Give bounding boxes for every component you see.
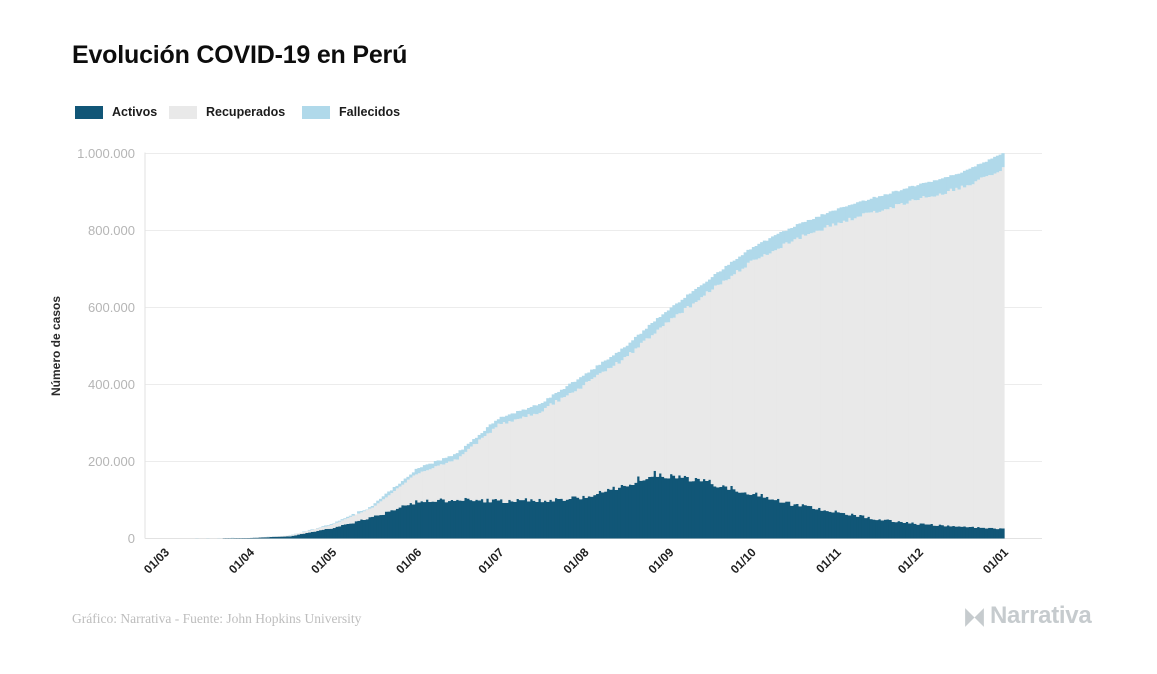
- legend-label-recuperados: Recuperados: [206, 105, 286, 119]
- legend-swatch-recuperados: [169, 105, 197, 119]
- svg-text:01/10: 01/10: [728, 545, 759, 576]
- svg-text:0: 0: [128, 531, 135, 546]
- legend-swatch-activos: [75, 105, 103, 119]
- narrativa-logo-icon: [965, 607, 984, 627]
- svg-text:01/01: 01/01: [980, 545, 1011, 576]
- x-tick-labels: 01/03 01/04 01/05 01/06 01/07 01/08 01/09 01/10…: [141, 545, 1011, 576]
- legend-item-fallecidos: Fallecidos: [302, 105, 400, 119]
- svg-text:400.000: 400.000: [88, 377, 135, 392]
- area-fallecidos: [195, 153, 1005, 539]
- y-axis-title: Número de casos: [49, 296, 63, 396]
- svg-text:01/11: 01/11: [813, 545, 844, 576]
- legend-item-activos: Activos: [75, 105, 157, 119]
- svg-text:01/07: 01/07: [475, 545, 506, 576]
- svg-text:800.000: 800.000: [88, 223, 135, 238]
- legend-label-activos: Activos: [112, 105, 158, 119]
- legend-label-fallecidos: Fallecidos: [339, 105, 401, 119]
- svg-text:01/09: 01/09: [645, 545, 676, 576]
- svg-text:600.000: 600.000: [88, 300, 135, 315]
- svg-text:1.000.000: 1.000.000: [77, 146, 135, 161]
- svg-text:200.000: 200.000: [88, 454, 135, 469]
- svg-text:01/12: 01/12: [895, 545, 926, 576]
- area-activos: [222, 470, 1005, 539]
- legend-item-recuperados: Recuperados: [169, 105, 285, 119]
- svg-text:01/04: 01/04: [226, 545, 257, 576]
- narrativa-logo-text: Narrativa: [990, 602, 1092, 629]
- page-title: Evolución COVID-19 en Perú: [72, 41, 408, 69]
- svg-text:01/05: 01/05: [308, 545, 339, 576]
- area-recuperados: [255, 167, 1005, 538]
- narrativa-logo: Narrativa: [962, 602, 1092, 630]
- source-credit: Gráfico: Narrativa - Fuente: John Hopkin…: [72, 611, 362, 626]
- svg-text:01/08: 01/08: [560, 545, 591, 576]
- svg-text:01/06: 01/06: [393, 545, 424, 576]
- y-tick-labels: 0 200.000 400.000 600.000 800.000 1.000.000: [77, 146, 135, 546]
- svg-text:01/03: 01/03: [141, 545, 172, 576]
- legend-swatch-fallecidos: [302, 105, 330, 119]
